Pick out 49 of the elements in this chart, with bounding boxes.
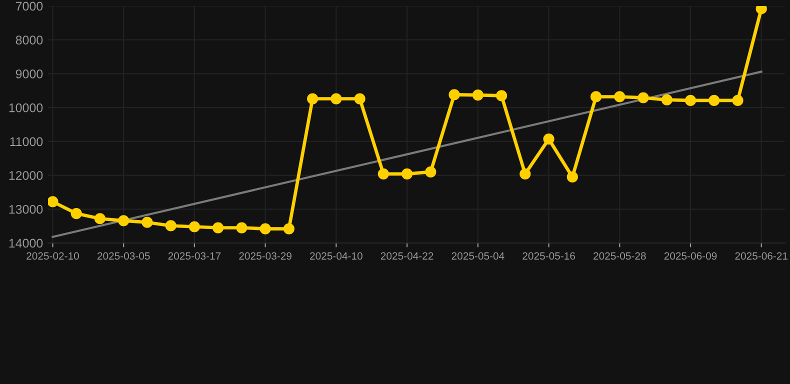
y-tick-label: 7000	[16, 2, 43, 11]
y-tick-label: 14000	[9, 238, 43, 248]
point	[520, 168, 531, 180]
y-tick-label: 8000	[16, 36, 43, 45]
point	[425, 166, 436, 178]
point	[212, 222, 224, 234]
point	[354, 93, 366, 104]
point	[48, 196, 58, 208]
x-tick-label: 2025-06-21	[735, 252, 788, 260]
point	[188, 221, 200, 232]
point	[165, 220, 176, 232]
point	[70, 208, 82, 220]
x-tick-label: 2025-03-05	[97, 252, 150, 260]
y-tick-label: 11000	[10, 137, 43, 146]
point	[236, 222, 248, 234]
point	[118, 215, 130, 226]
x-tick-label: 2025-02-10	[26, 252, 79, 260]
x-tick-label: 2025-03-29	[239, 252, 292, 260]
x-tick-label: 2025-04-10	[310, 252, 362, 260]
point	[732, 94, 744, 106]
point	[142, 216, 153, 228]
point	[661, 94, 672, 106]
point	[590, 91, 602, 102]
point	[378, 168, 389, 180]
point	[94, 213, 106, 224]
point	[401, 168, 413, 180]
y-tick-label: 10000	[9, 103, 43, 112]
point	[330, 93, 342, 104]
point	[708, 94, 720, 106]
point	[496, 90, 508, 102]
point	[614, 91, 626, 102]
x-tick-label: 2025-06-09	[664, 252, 717, 260]
point	[566, 171, 578, 183]
x-tick-label: 2025-05-28	[594, 252, 646, 260]
x-tick-label: 2025-03-17	[168, 252, 221, 260]
point	[283, 223, 294, 234]
point	[260, 223, 271, 234]
point	[684, 94, 696, 106]
x-tick-label: 2025-05-16	[522, 252, 575, 260]
point	[448, 89, 460, 100]
y-tick-label: 12000	[9, 171, 43, 180]
y-tick-label: 9000	[16, 70, 43, 78]
point	[638, 92, 649, 104]
y-tick-label: 13000	[9, 204, 43, 214]
point	[543, 134, 554, 145]
x-tick-label: 2025-04-22	[380, 252, 434, 260]
point	[307, 93, 318, 104]
x-tick-label: 2025-05-04	[452, 252, 504, 260]
point	[472, 89, 484, 101]
